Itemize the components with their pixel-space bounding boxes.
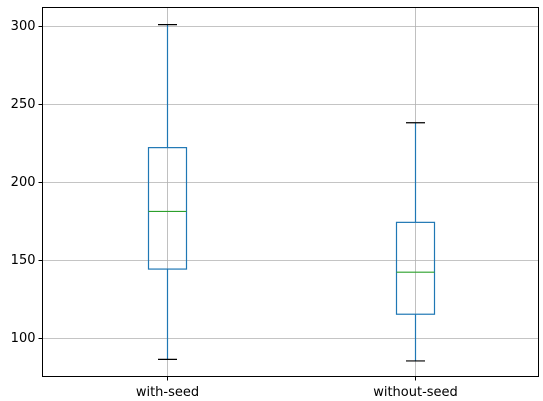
y-tick-label-0: 100 — [11, 331, 36, 346]
grid-lines — [42, 7, 539, 377]
y-tick-label-4: 300 — [11, 19, 36, 34]
y-tick-label-1: 150 — [11, 253, 36, 268]
box-plot-series — [147, 24, 436, 362]
plot-frame — [42, 7, 539, 377]
y-tick-label-2: 200 — [11, 175, 36, 190]
x-tick-label-0: with-seed — [136, 385, 199, 400]
y-tick-label-3: 250 — [11, 97, 36, 112]
box-without-seed — [395, 122, 436, 362]
x-tick-label-1: without-seed — [373, 385, 458, 400]
iqr-box — [147, 147, 188, 270]
iqr-box — [395, 221, 436, 315]
box-with-seed — [147, 24, 188, 360]
x-axis: with-seed without-seed — [136, 376, 458, 400]
y-axis: 100 150 200 250 300 — [11, 19, 43, 346]
